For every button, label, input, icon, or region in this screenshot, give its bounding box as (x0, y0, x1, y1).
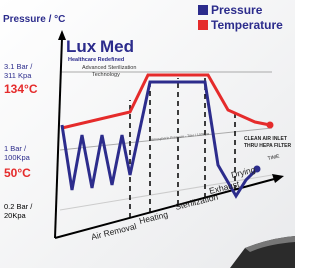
level-label: 311 Kpa (4, 71, 32, 80)
legend-swatch (198, 5, 208, 15)
poster: Pressure / °C Lux Med Healthcare Redefin… (0, 0, 295, 268)
level-temp: 50°C (4, 166, 31, 180)
axis-title: Pressure / °C (3, 14, 65, 25)
logo-lux: Lux (66, 37, 97, 56)
logo-med: Med (100, 37, 134, 56)
level-temp: 134°C (4, 82, 38, 96)
level-label: 100Kpa (4, 153, 31, 162)
level-label: 20Kpa (4, 211, 27, 220)
inlet-label: THRU HEPA FILTER (244, 143, 292, 149)
temperature-end (267, 122, 274, 129)
legend-label: Pressure (211, 3, 263, 17)
inlet-label: CLEAN AIR INLET (244, 136, 287, 142)
logo-tagline: Healthcare Redefined (68, 57, 124, 63)
logo-subtitle: Advanced Sterilization (82, 65, 136, 71)
background (0, 0, 295, 268)
legend-swatch (198, 20, 208, 30)
level-label: 0.2 Bar / (4, 202, 33, 211)
logo-subtitle: Technology (92, 72, 120, 78)
level-label: 3.1 Bar / (4, 62, 33, 71)
legend-label: Temperature (211, 18, 283, 32)
level-label: 1 Bar / (4, 144, 27, 153)
